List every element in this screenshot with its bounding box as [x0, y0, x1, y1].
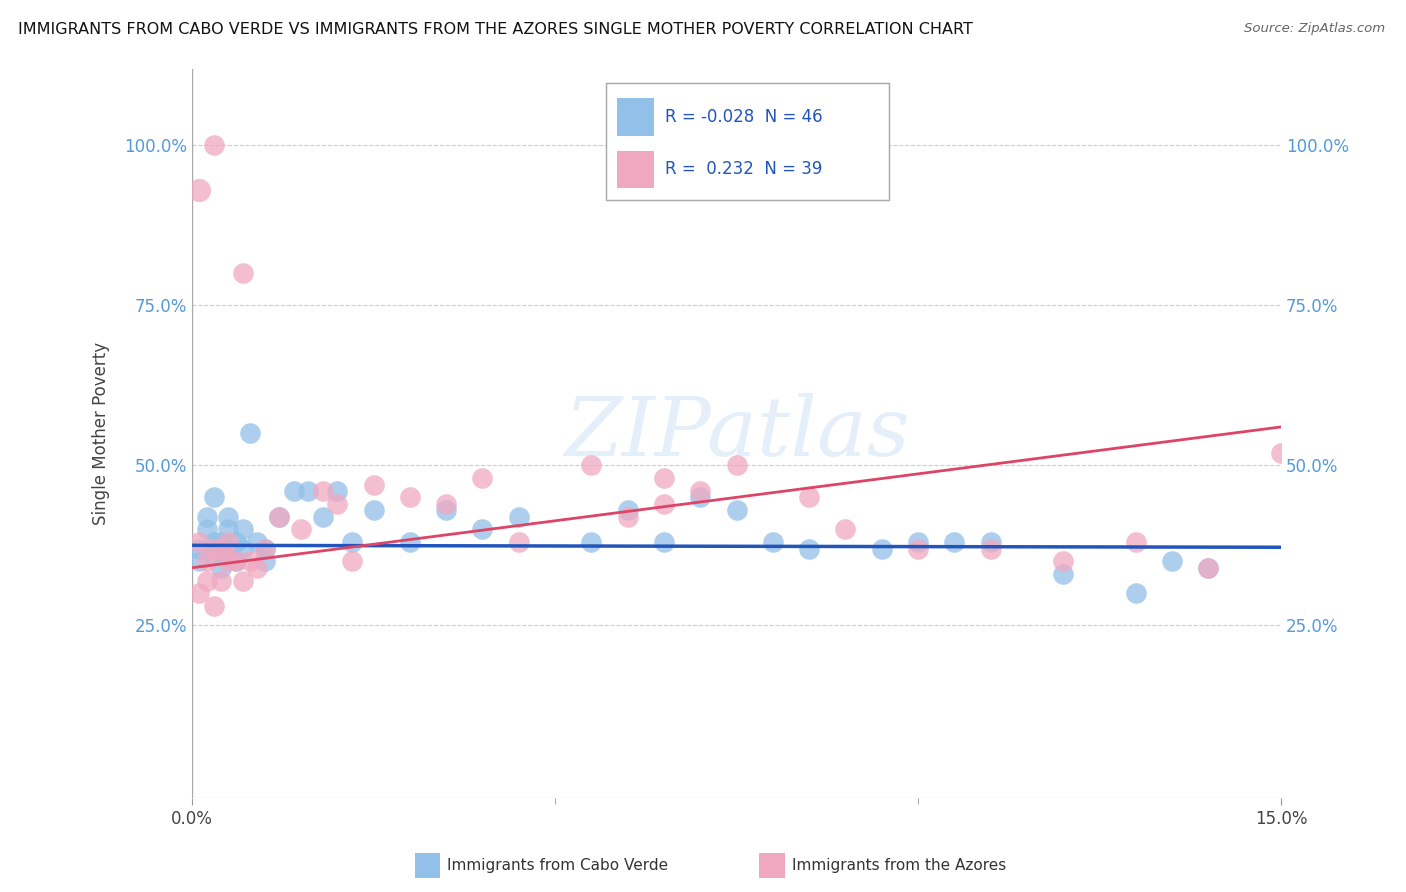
- Point: [943, 535, 966, 549]
- Point: [246, 535, 269, 549]
- Point: [797, 541, 820, 556]
- Point: [269, 509, 291, 524]
- Point: [253, 541, 276, 556]
- Point: [232, 541, 254, 556]
- Point: [363, 477, 385, 491]
- Point: [1125, 535, 1147, 549]
- Point: [834, 522, 856, 536]
- Point: [202, 138, 225, 153]
- Point: [652, 471, 675, 485]
- Point: [209, 541, 232, 556]
- Point: [652, 497, 675, 511]
- Point: [616, 509, 638, 524]
- Point: [1197, 560, 1219, 574]
- Point: [209, 574, 232, 588]
- Point: [195, 554, 218, 568]
- Point: [312, 483, 335, 498]
- Point: [297, 483, 319, 498]
- Point: [195, 509, 218, 524]
- Point: [232, 522, 254, 536]
- Point: [202, 535, 225, 549]
- Point: [399, 535, 422, 549]
- Point: [209, 560, 232, 574]
- Point: [980, 541, 1002, 556]
- Point: [1052, 554, 1074, 568]
- Point: [188, 183, 211, 197]
- Point: [907, 541, 929, 556]
- Point: [340, 535, 363, 549]
- Text: ZIPatlas: ZIPatlas: [564, 393, 910, 474]
- Point: [471, 471, 494, 485]
- Point: [290, 522, 312, 536]
- Point: [1197, 560, 1219, 574]
- Point: [1125, 586, 1147, 600]
- Point: [209, 535, 232, 549]
- Text: Immigrants from the Azores: Immigrants from the Azores: [792, 858, 1005, 872]
- Point: [239, 554, 262, 568]
- Text: Source: ZipAtlas.com: Source: ZipAtlas.com: [1244, 22, 1385, 36]
- Point: [202, 599, 225, 614]
- Point: [980, 535, 1002, 549]
- Point: [253, 541, 276, 556]
- Point: [652, 535, 675, 549]
- Point: [202, 541, 225, 556]
- Point: [725, 503, 748, 517]
- Point: [725, 458, 748, 473]
- Point: [217, 509, 239, 524]
- Text: Immigrants from Cabo Verde: Immigrants from Cabo Verde: [447, 858, 668, 872]
- Point: [188, 586, 211, 600]
- Point: [202, 491, 225, 505]
- Point: [253, 554, 276, 568]
- Point: [326, 497, 349, 511]
- Point: [217, 522, 239, 536]
- Text: IMMIGRANTS FROM CABO VERDE VS IMMIGRANTS FROM THE AZORES SINGLE MOTHER POVERTY C: IMMIGRANTS FROM CABO VERDE VS IMMIGRANTS…: [18, 22, 973, 37]
- Point: [217, 535, 239, 549]
- Point: [326, 483, 349, 498]
- Point: [508, 509, 530, 524]
- Point: [225, 535, 247, 549]
- Point: [581, 535, 603, 549]
- Point: [195, 522, 218, 536]
- Point: [508, 535, 530, 549]
- Point: [246, 560, 269, 574]
- Point: [399, 491, 422, 505]
- Point: [202, 548, 225, 562]
- Point: [217, 554, 239, 568]
- Point: [363, 503, 385, 517]
- Point: [471, 522, 494, 536]
- Point: [797, 491, 820, 505]
- Point: [269, 509, 291, 524]
- Point: [217, 541, 239, 556]
- Point: [1052, 567, 1074, 582]
- Point: [762, 535, 785, 549]
- Point: [195, 574, 218, 588]
- Point: [434, 503, 457, 517]
- Point: [434, 497, 457, 511]
- Point: [239, 426, 262, 441]
- Point: [232, 266, 254, 280]
- Point: [340, 554, 363, 568]
- Point: [188, 535, 211, 549]
- Point: [689, 483, 711, 498]
- Point: [312, 509, 335, 524]
- Point: [283, 483, 305, 498]
- Point: [225, 554, 247, 568]
- Point: [225, 554, 247, 568]
- Point: [1270, 445, 1292, 459]
- Point: [1161, 554, 1184, 568]
- Point: [616, 503, 638, 517]
- Point: [188, 554, 211, 568]
- Point: [581, 458, 603, 473]
- Point: [870, 541, 893, 556]
- Y-axis label: Single Mother Poverty: Single Mother Poverty: [93, 342, 110, 524]
- Point: [232, 574, 254, 588]
- Point: [188, 541, 211, 556]
- Point: [907, 535, 929, 549]
- Point: [689, 491, 711, 505]
